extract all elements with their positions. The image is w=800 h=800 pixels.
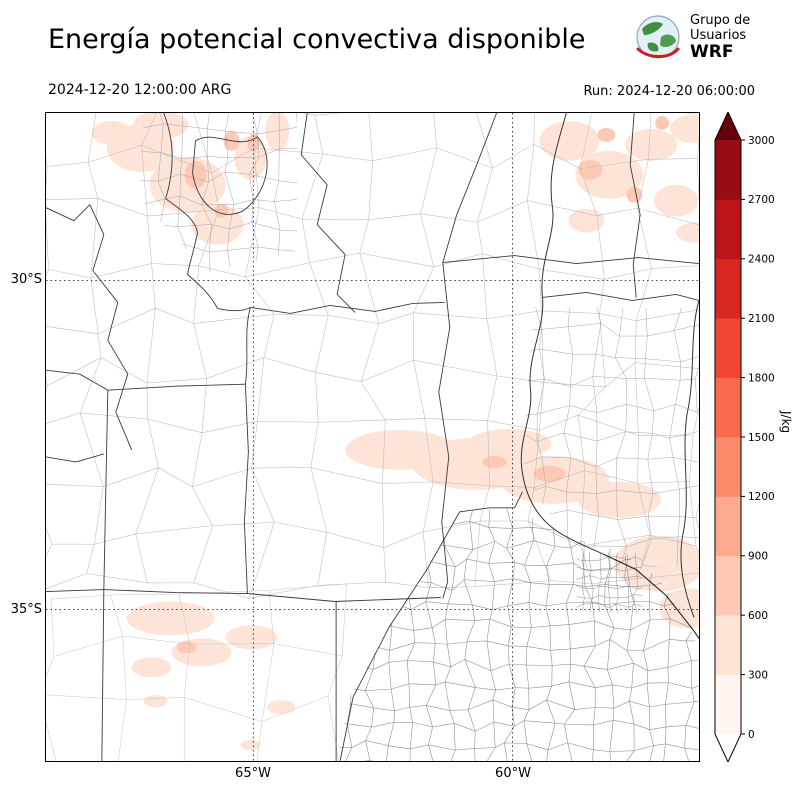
colorbar-segment bbox=[715, 377, 741, 438]
province-borders-group bbox=[46, 113, 699, 761]
san-luis-north-border-line bbox=[107, 383, 246, 391]
cape-shaded-region bbox=[131, 657, 172, 678]
cape-shaded-field bbox=[91, 113, 699, 751]
colorbar-segment bbox=[715, 199, 741, 260]
cape-shaded-region bbox=[626, 186, 643, 203]
santa-fe-west-border-line bbox=[438, 262, 451, 599]
cape-shaded-region bbox=[184, 160, 207, 189]
buenos-aires-border-line bbox=[339, 491, 523, 761]
cape-shaded-region bbox=[676, 222, 699, 243]
run-time-label: Run: 2024-12-20 06:00:00 bbox=[583, 84, 755, 99]
page-title: Energía potencial convectiva disponible bbox=[48, 24, 586, 55]
logo-text-line1: Grupo de bbox=[690, 12, 751, 28]
cape-shaded-region bbox=[247, 133, 260, 152]
wrf-logo-text: Grupo de Usuarios WRF bbox=[690, 13, 750, 62]
province-border-line bbox=[300, 113, 356, 313]
map-canvas bbox=[45, 112, 700, 762]
colorbar-segment bbox=[715, 615, 741, 675]
cape-shaded-region bbox=[625, 128, 678, 161]
colorbar-segment bbox=[715, 140, 741, 200]
colorbar-segment bbox=[715, 496, 741, 557]
san-luis-west-border-line bbox=[103, 390, 109, 590]
colorbar-tick-label: 2700 bbox=[748, 194, 775, 206]
lat-label-30s: 30°S bbox=[10, 272, 42, 287]
department-boundaries-mesh bbox=[46, 583, 347, 761]
province-border-line bbox=[46, 453, 104, 463]
department-boundaries-mesh bbox=[139, 113, 298, 273]
cape-shaded-region bbox=[577, 481, 662, 518]
tucuman-border-line bbox=[192, 136, 268, 215]
cape-shaded-region bbox=[597, 127, 616, 142]
colorbar-segment bbox=[715, 258, 741, 319]
province-border-line bbox=[442, 255, 699, 264]
cape-shaded-region bbox=[670, 114, 699, 143]
colorbar-tick-label: 2400 bbox=[748, 254, 775, 266]
lat-label-35s: 35°S bbox=[10, 602, 42, 617]
san-luis-south-border-line bbox=[103, 589, 248, 594]
colorbar-under-arrow bbox=[715, 734, 741, 762]
la-pampa-west-border-line bbox=[101, 589, 105, 761]
colorbar-tick-label: 300 bbox=[748, 669, 768, 681]
metro-departments-mesh bbox=[576, 551, 643, 614]
logo-text-line2: Usuarios bbox=[690, 27, 747, 43]
cape-shaded-region bbox=[132, 113, 189, 139]
lon-label-65w: 65°W bbox=[235, 766, 271, 781]
colorbar-segment bbox=[715, 674, 741, 735]
cape-shaded-region bbox=[654, 184, 698, 217]
cape-shaded-region bbox=[214, 203, 229, 218]
cape-shaded-region bbox=[578, 159, 603, 180]
cape-shaded-region bbox=[539, 120, 600, 161]
colorbar-tick-label: 600 bbox=[748, 610, 768, 622]
colorbar-tick-label: 1200 bbox=[748, 491, 775, 503]
cape-shaded-region bbox=[568, 208, 605, 233]
wrf-globe-icon bbox=[636, 15, 680, 59]
cape-shaded-region bbox=[176, 641, 197, 654]
entre-rios-north-border-line bbox=[542, 291, 699, 301]
colorbar-tick-label: 2100 bbox=[748, 313, 775, 325]
rio-de-la-plata-coast-line bbox=[604, 554, 699, 640]
department-boundaries-group bbox=[46, 113, 699, 761]
province-border-line bbox=[46, 369, 109, 391]
department-boundaries-mesh bbox=[522, 307, 699, 567]
province-border-line bbox=[163, 113, 251, 312]
department-boundaries-mesh bbox=[46, 113, 699, 599]
province-border-line bbox=[629, 113, 641, 298]
colorbar-tick-label: 900 bbox=[748, 551, 768, 563]
colorbar-unit-label: J/kg bbox=[779, 411, 793, 434]
colorbar-segment bbox=[715, 437, 741, 497]
cape-shaded-region bbox=[91, 120, 132, 145]
cordoba-south-border-line bbox=[247, 593, 441, 602]
cape-shaded-region bbox=[265, 113, 290, 151]
colorbar-tick-label: 3000 bbox=[748, 135, 775, 147]
andes-border-line bbox=[46, 204, 133, 451]
cape-shaded-region bbox=[533, 465, 566, 482]
cape-shaded-region bbox=[240, 740, 261, 751]
uruguay-river-line bbox=[680, 300, 699, 618]
province-border-line bbox=[46, 589, 104, 592]
parana-river-line bbox=[520, 113, 605, 556]
cape-shaded-region bbox=[225, 625, 278, 650]
lon-label-60w: 60°W bbox=[495, 766, 531, 781]
cape-shaded-region bbox=[143, 695, 168, 708]
province-border-line bbox=[442, 113, 498, 263]
colorbar-segment bbox=[715, 318, 741, 378]
cape-shaded-region bbox=[655, 115, 670, 130]
colorbar-tick-label: 1800 bbox=[748, 372, 775, 384]
cape-shaded-region bbox=[126, 601, 215, 636]
wrf-logo: Grupo de Usuarios WRF bbox=[632, 10, 750, 64]
gridlines-group bbox=[46, 113, 699, 761]
colorbar: 0 300 600 900 1200 1500 1800 2100 2400 2700 3000 bbox=[714, 112, 775, 762]
cape-shaded-region bbox=[267, 700, 296, 715]
cordoba-north-border-line bbox=[250, 301, 445, 314]
colorbar-segment bbox=[715, 555, 741, 616]
logo-text-wrf: WRF bbox=[690, 41, 734, 62]
valid-time-label: 2024-12-20 12:00:00 ARG bbox=[48, 82, 232, 98]
cape-shaded-region bbox=[482, 455, 507, 468]
colorbar-tick-label: 1500 bbox=[748, 432, 775, 444]
colorbar-over-arrow bbox=[715, 112, 741, 140]
cordoba-west-border-line bbox=[243, 307, 251, 594]
colorbar-tick-label: 0 bbox=[748, 729, 755, 741]
